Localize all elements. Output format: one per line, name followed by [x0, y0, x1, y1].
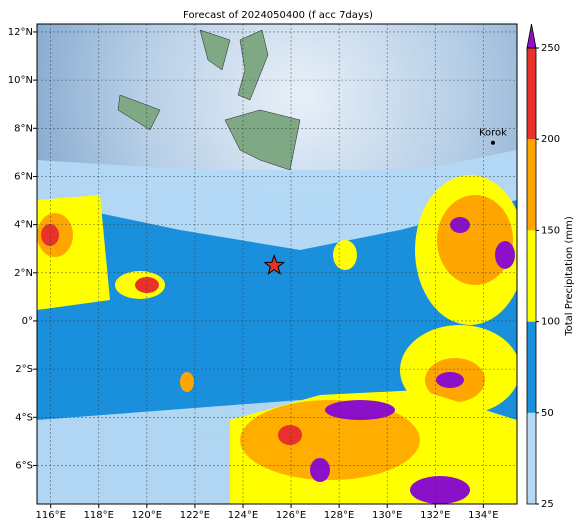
y-tick-label: 10°N [8, 75, 33, 86]
y-tick-label: 0° [22, 316, 33, 327]
precipitation [37, 150, 517, 504]
colorbar-label: Total Precipitation (mm) [564, 216, 575, 337]
colorbar-tick-label: 25 [541, 499, 554, 510]
colorbar-segment [527, 139, 536, 231]
y-tick-label: 8°N [14, 123, 33, 134]
y-tick-label: 6°S [15, 460, 33, 471]
colorbar-segment [527, 48, 536, 140]
colorbar-segment [527, 230, 536, 322]
x-tick-label: 130°E [372, 510, 402, 521]
map-frame [36, 23, 518, 505]
y-tick-label: 6°N [14, 171, 33, 182]
y-tick-label: 2°S [15, 364, 33, 375]
x-tick-label: 128°E [324, 510, 354, 521]
colorbar-frame [526, 47, 537, 505]
colorbar-tick-label: 100 [541, 317, 560, 328]
x-tick-label: 118°E [84, 510, 114, 521]
map-body [37, 24, 517, 504]
colorbar-tick-label: 200 [541, 134, 560, 145]
y-tick-label: 4°S [15, 412, 33, 423]
x-tick-label: 120°E [132, 510, 162, 521]
location-star [263, 254, 286, 275]
x-tick-label: 132°E [420, 510, 450, 521]
colorbar-segment [527, 321, 536, 413]
y-tick-label: 4°N [14, 220, 33, 231]
y-tick-label: 2°N [14, 268, 33, 279]
x-tick-label: 126°E [276, 510, 306, 521]
place-label: Korok [479, 128, 507, 139]
map-title: Forecast of 2024050400 (f acc 7days) [183, 10, 373, 21]
colorbar-tick-label: 150 [541, 225, 560, 236]
x-tick-label: 134°E [468, 510, 498, 521]
colorbar-tick-label: 250 [541, 43, 560, 54]
y-tick-label: 12°N [8, 27, 33, 38]
x-tick-label: 124°E [228, 510, 258, 521]
place-point [490, 140, 495, 145]
colorbar-tick-label: 50 [541, 408, 554, 419]
x-tick-label: 122°E [180, 510, 210, 521]
colorbar-segment [527, 412, 536, 504]
colorbar-extension [526, 23, 537, 49]
x-tick-label: 116°E [35, 510, 65, 521]
